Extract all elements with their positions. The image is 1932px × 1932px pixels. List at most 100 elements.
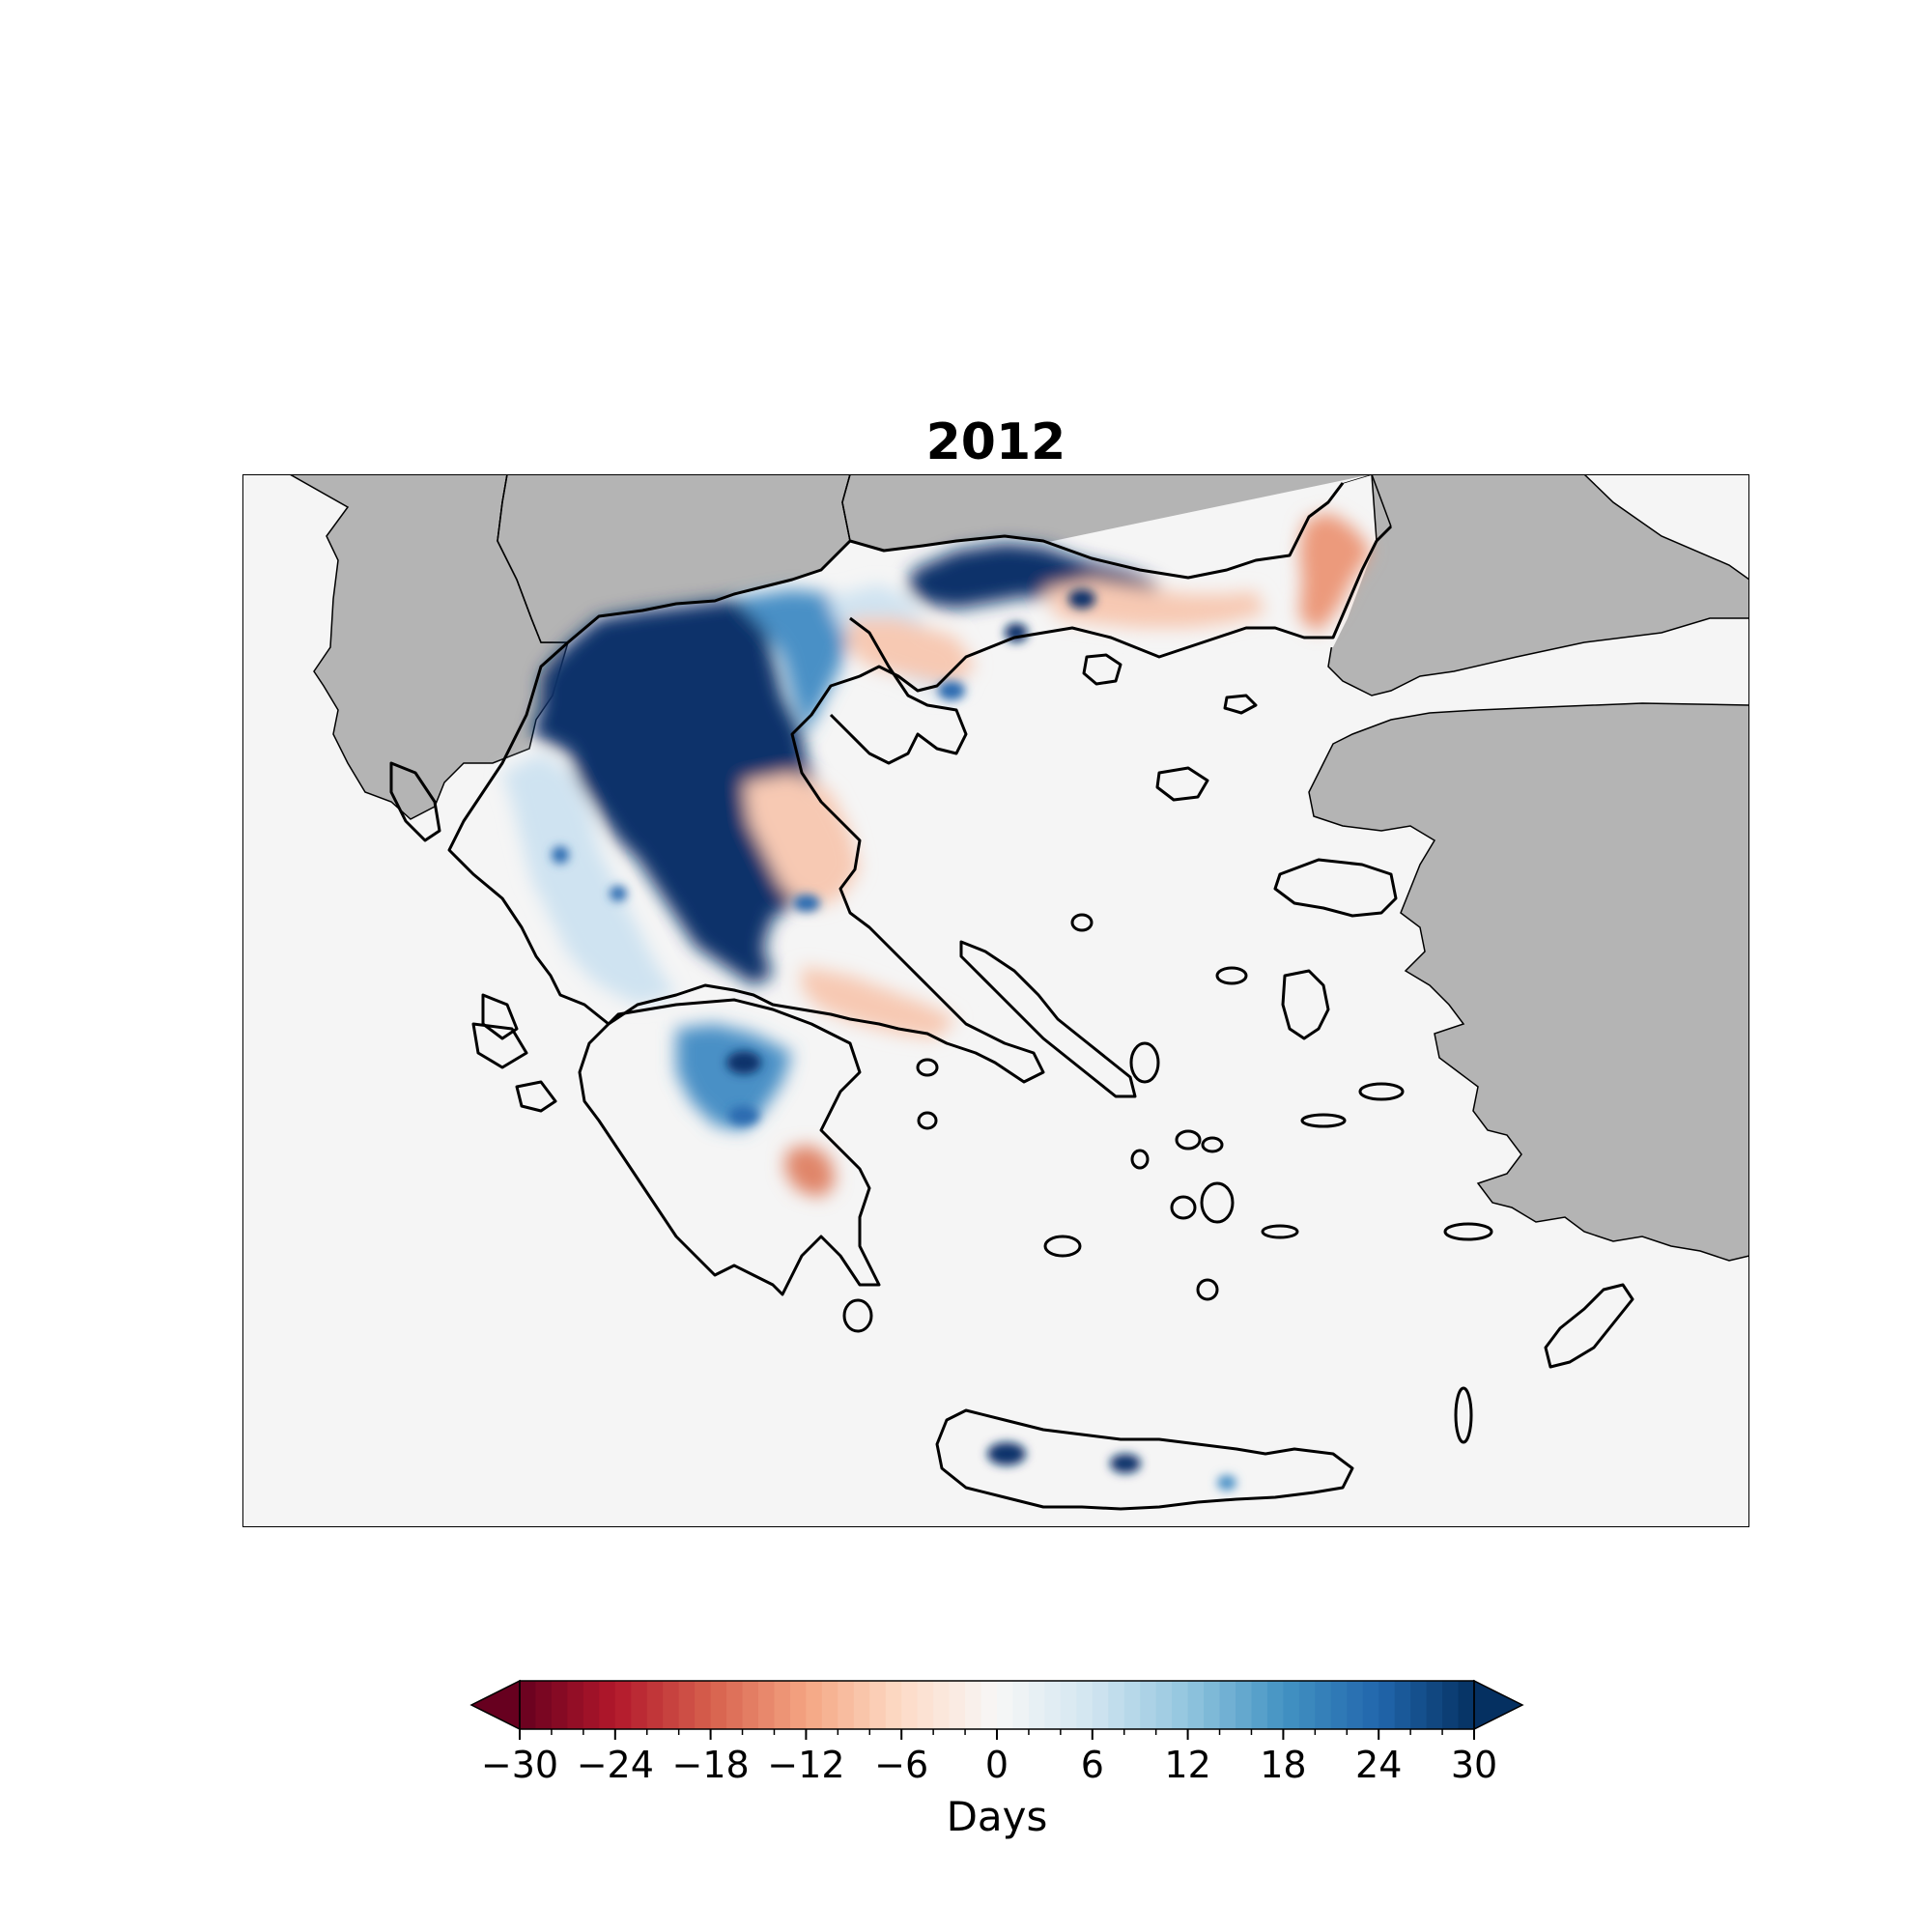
crete-east-light-positive (1217, 1475, 1236, 1491)
island-santorini (1196, 1278, 1219, 1301)
colorbar-tick-label: 6 (1081, 1744, 1104, 1786)
light-negative-thrace (1043, 580, 1265, 628)
island-syros (1130, 1149, 1150, 1170)
coastlines (389, 482, 1634, 1511)
colorbar-segment (1283, 1681, 1300, 1729)
corfu-coast (389, 761, 441, 842)
greece-west-coast (447, 640, 610, 1026)
colorbar-tick-label: −18 (671, 1744, 749, 1786)
mid-negative-evros (1299, 512, 1372, 633)
colorbar-segment (646, 1681, 664, 1729)
light-negative-thessaly (744, 773, 860, 908)
colorbar-segment (1298, 1681, 1316, 1729)
crete-island (937, 1410, 1352, 1509)
zakynthos-coast (515, 1080, 557, 1113)
island-skyros (1215, 966, 1248, 985)
colorbar-segment (1092, 1681, 1109, 1729)
colorbar-extend-max-arrow (1473, 1679, 1524, 1731)
colorbar-segment (663, 1681, 680, 1729)
mk-bg-border (841, 474, 851, 542)
colorbar-segment (1155, 1681, 1173, 1729)
evia-coast (959, 940, 1137, 1098)
colorbar-segment (885, 1681, 902, 1729)
colorbar-segment (758, 1681, 776, 1729)
island-naxos (1200, 1181, 1235, 1224)
cycladic-islands (842, 913, 1493, 1444)
colorbar-segment (789, 1681, 807, 1729)
island-skiathos (1070, 913, 1094, 932)
island-amorgos (1261, 1224, 1299, 1239)
colorbar-extend-min-arrow (469, 1679, 521, 1731)
greece-mainland-coast (567, 482, 1393, 1084)
colorbar-tick-label: 18 (1260, 1744, 1306, 1786)
lefkada-coast (481, 993, 519, 1040)
colorbar-segment (726, 1681, 744, 1729)
chalkidiki-coast (829, 616, 968, 765)
colorbar-segment (1347, 1681, 1364, 1729)
light-positive-epirus (502, 753, 676, 1005)
colorbar-segment (1044, 1681, 1062, 1729)
colorbar: −30 −24 −18 −12 −6 0 6 12 18 24 30 Days (469, 1679, 1524, 1840)
island-samos (1358, 1082, 1405, 1101)
colorbar-segment (614, 1681, 632, 1729)
peloponnese-north-positive (726, 1051, 761, 1074)
colorbar-segment (1426, 1681, 1443, 1729)
colorbar-segment (535, 1681, 553, 1729)
colorbar-segment (933, 1681, 951, 1729)
albania-mk-border (497, 474, 542, 643)
anomaly-field (502, 512, 1372, 1198)
lesvos-coast (1273, 858, 1398, 918)
colorbar-segment (1394, 1681, 1411, 1729)
island-karpathos (1454, 1386, 1473, 1444)
colorbar-segment (838, 1681, 855, 1729)
bg-tr-border (1371, 474, 1392, 527)
colorbar-segment (551, 1681, 568, 1729)
colorbar-segment (1442, 1681, 1460, 1729)
colorbar-segment (949, 1681, 966, 1729)
anomaly-patches (552, 589, 1236, 1491)
island-kythira (842, 1298, 873, 1333)
strong-positive-western-macedonia (531, 599, 831, 985)
island-milos (1043, 1235, 1082, 1258)
colorbar-tick-label: 0 (985, 1744, 1009, 1786)
colorbar-label: Days (947, 1793, 1048, 1840)
colorbar-ticks: −30 −24 −18 −12 −6 0 6 12 18 24 30 (481, 1729, 1497, 1786)
colorbar-segment (631, 1681, 648, 1729)
peloponnese-west-positive (728, 1106, 759, 1125)
colorbar-segment (1172, 1681, 1189, 1729)
mid-negative-argolis (784, 1145, 836, 1198)
colorbar-segment (1362, 1681, 1379, 1729)
island-kos (1443, 1222, 1493, 1241)
colorbar-segment (1076, 1681, 1094, 1729)
colorbar-segment (1204, 1681, 1221, 1729)
crete-coast (935, 1408, 1354, 1511)
colorbar-segment (980, 1681, 998, 1729)
colorbar-segment (1219, 1681, 1236, 1729)
island-andros (1129, 1041, 1160, 1084)
colorbar-segment (917, 1681, 934, 1729)
thrace-dark-spot (1068, 589, 1095, 609)
island-salamina (916, 1058, 939, 1077)
evia-island (961, 942, 1135, 1096)
colorbar-segments (520, 1681, 1475, 1729)
epirus-blue-spot-2 (610, 886, 627, 901)
map-title: 2012 (926, 413, 1066, 471)
rhodes-coast (1544, 1283, 1634, 1369)
colorbar-segment (853, 1681, 870, 1729)
crete-west-positive (987, 1442, 1026, 1465)
light-negative-central-greece (802, 966, 956, 1038)
thasos-coast (1082, 653, 1122, 686)
colorbar-segment (1123, 1681, 1141, 1729)
colorbar-segment (582, 1681, 600, 1729)
lemnos-coast (1155, 766, 1209, 802)
colorbar-segment (1266, 1681, 1284, 1729)
colorbar-segment (1028, 1681, 1045, 1729)
kefalonia-coast (471, 1022, 528, 1069)
colorbar-tick-label: −30 (481, 1744, 558, 1786)
colorbar-tick-label: −24 (577, 1744, 654, 1786)
colorbar-segment (1187, 1681, 1205, 1729)
colorbar-segment (1060, 1681, 1077, 1729)
colorbar-segment (695, 1681, 712, 1729)
peloponnese-coast (578, 998, 881, 1296)
